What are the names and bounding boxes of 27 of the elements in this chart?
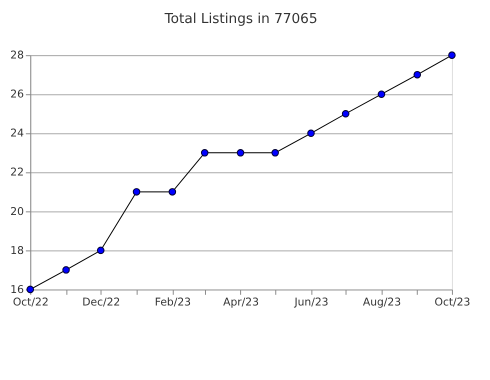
point — [236, 149, 244, 157]
y-tick-label: 24 — [10, 126, 24, 140]
x-tick-label: Dec/22 — [82, 296, 120, 309]
point — [342, 110, 350, 118]
x-tick-label: Oct/22 — [12, 296, 49, 309]
y-tick-label: 26 — [10, 88, 24, 101]
x-tick-label: Apr/23 — [223, 296, 259, 309]
point — [378, 90, 386, 98]
point — [62, 266, 70, 274]
point — [200, 149, 208, 157]
x-tick-label: Feb/23 — [154, 296, 191, 309]
point — [271, 149, 279, 157]
x-tick-label: Oct/23 — [434, 296, 470, 309]
x-tick-label: Aug/23 — [362, 296, 402, 309]
point — [96, 246, 104, 254]
point — [307, 130, 315, 138]
point — [414, 70, 422, 78]
x-tick-label: Jun/23 — [293, 296, 328, 309]
y-tick-label: 28 — [10, 48, 24, 62]
y-tick-label: 22 — [10, 166, 24, 179]
point — [448, 51, 456, 59]
y-tick-label: 20 — [10, 204, 24, 218]
chart-title: Total Listings in 77065 — [164, 10, 318, 27]
y-tick-label: 16 — [10, 282, 24, 296]
y-tick-label: 18 — [10, 244, 24, 257]
point — [132, 188, 140, 196]
point — [168, 188, 176, 196]
